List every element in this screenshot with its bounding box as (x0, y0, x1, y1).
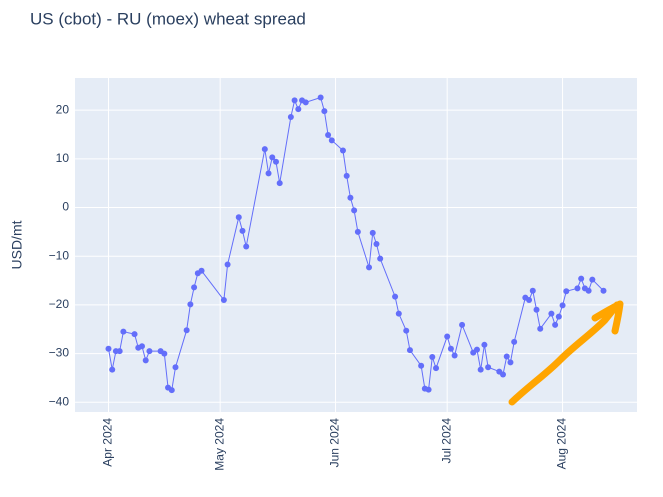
x-tick-label: Jun 2024 (328, 418, 342, 468)
data-point (276, 180, 283, 187)
data-point (418, 362, 425, 369)
data-point (291, 97, 298, 104)
x-tick-label: May 2024 (212, 418, 226, 471)
data-point (295, 106, 302, 113)
data-point (459, 321, 466, 328)
data-point (168, 387, 175, 394)
data-point (261, 146, 268, 153)
data-point (433, 365, 440, 372)
data-point (559, 302, 566, 309)
data-point (485, 364, 492, 371)
data-point (526, 297, 533, 304)
data-point (589, 276, 596, 283)
y-tick-label: −40 (49, 394, 70, 408)
y-tick-label: −20 (49, 297, 70, 311)
data-point (347, 194, 354, 201)
data-point (328, 137, 335, 144)
y-axis-label: USD/mt (9, 220, 25, 269)
data-point (220, 297, 227, 304)
data-point (146, 348, 153, 355)
data-point (131, 331, 138, 338)
data-point (533, 306, 540, 313)
data-point (138, 343, 145, 350)
data-point (406, 347, 413, 354)
data-point (239, 227, 246, 234)
x-tick-label: Jul 2024 (439, 418, 453, 464)
data-point (265, 170, 272, 177)
data-point (354, 228, 361, 235)
data-point (477, 366, 484, 373)
data-point (429, 353, 436, 360)
data-point (172, 364, 179, 371)
plot-area (75, 78, 637, 412)
data-point (481, 341, 488, 348)
data-point (395, 310, 402, 317)
data-point (317, 94, 324, 101)
data-point (500, 371, 507, 378)
data-point (287, 113, 294, 120)
data-point (109, 366, 116, 373)
annotation-arrow (508, 300, 624, 406)
x-tick-label: Aug 2024 (555, 418, 569, 470)
data-point (392, 293, 399, 300)
data-point (574, 285, 581, 292)
data-point (325, 131, 332, 138)
data-point (552, 321, 559, 328)
data-point (343, 172, 350, 179)
y-tick-label: 20 (56, 102, 70, 116)
data-point (377, 255, 384, 262)
data-point (373, 241, 380, 248)
data-point (585, 287, 592, 294)
data-point (537, 325, 544, 332)
data-point (447, 345, 454, 352)
data-point (272, 158, 279, 165)
data-point (105, 345, 112, 352)
data-point (191, 284, 198, 291)
data-point (563, 288, 570, 295)
data-point (403, 327, 410, 334)
data-point (269, 154, 276, 161)
data-point (339, 147, 346, 154)
data-point (302, 99, 309, 106)
y-tick-label: −10 (49, 248, 70, 262)
y-tick-label: −30 (49, 346, 70, 360)
data-point (120, 328, 127, 335)
data-point (600, 287, 607, 294)
data-point (142, 357, 149, 364)
data-point (366, 264, 373, 271)
data-point (235, 214, 242, 221)
data-point (351, 207, 358, 214)
data-point (224, 261, 231, 268)
data-point (183, 327, 190, 334)
data-point (548, 310, 555, 317)
data-point (503, 353, 510, 360)
data-point (369, 229, 376, 236)
data-point (161, 350, 168, 357)
data-point (507, 359, 514, 366)
data-point (473, 346, 480, 353)
data-point (511, 338, 518, 345)
data-point (425, 386, 432, 393)
data-point (451, 352, 458, 359)
data-point (555, 313, 562, 320)
data-point (187, 301, 194, 308)
x-tick-label: Apr 2024 (101, 418, 115, 467)
data-point (198, 267, 205, 274)
data-point (116, 348, 123, 355)
data-point (578, 275, 585, 282)
y-tick-label: 0 (62, 200, 69, 214)
data-point (321, 108, 328, 115)
data-point (529, 287, 536, 294)
y-tick-label: 10 (56, 151, 70, 165)
data-point (444, 333, 451, 340)
chart-title: US (cbot) - RU (moex) wheat spread (30, 9, 306, 28)
data-point (243, 243, 250, 250)
